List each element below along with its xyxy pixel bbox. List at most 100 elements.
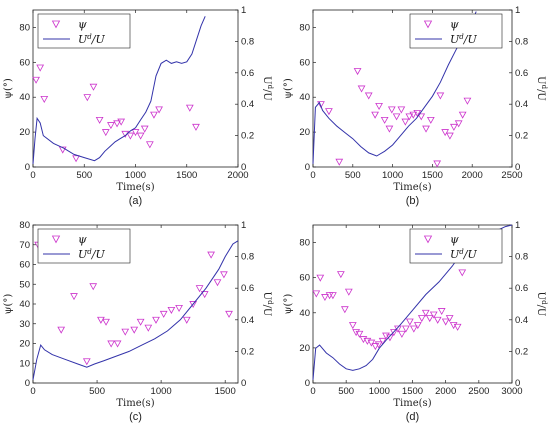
scatter-point	[225, 310, 233, 318]
ud-label: Ud/U	[450, 33, 477, 46]
legend-marker-label: ψ	[78, 233, 87, 246]
scatter-point	[144, 324, 153, 332]
y-left-tick-label: 20	[19, 339, 30, 350]
legend-marker-label: ψ	[450, 233, 459, 246]
scatter-point	[417, 315, 426, 323]
legend-marker-label: ψ	[450, 18, 459, 31]
scatter-point	[131, 129, 140, 137]
y-right-tick-label: 0.2	[515, 131, 528, 142]
y-left-tick-label: 30	[19, 319, 30, 330]
scatter-point	[353, 68, 362, 76]
scatter-point	[453, 323, 462, 331]
legend-marker-icon	[51, 20, 61, 29]
x-tick-label: 0	[310, 170, 315, 181]
y-right-tick-label: 0.4	[241, 315, 254, 326]
scatter-point	[192, 123, 200, 131]
y-left-tick-label: 60	[19, 57, 30, 68]
scatter-point	[145, 141, 154, 149]
scatter-point	[397, 106, 406, 114]
scatter-point	[433, 160, 442, 168]
y-left-tick-label: 0	[305, 378, 310, 389]
scatter-point	[429, 311, 438, 319]
y-right-tick-label: 1	[515, 5, 520, 16]
scatter-point	[136, 132, 145, 140]
scatter-point	[189, 301, 198, 309]
scatter-point	[152, 316, 160, 324]
scatter-point	[458, 269, 467, 277]
y-right-tick-label: 0.6	[515, 68, 528, 79]
legend-box	[37, 228, 131, 264]
scatter-point	[446, 132, 454, 140]
scatter-point	[316, 274, 325, 282]
x-tick-label: 2500	[501, 170, 522, 181]
scatter-point	[126, 132, 135, 140]
x-tick-label: 2000	[227, 170, 248, 181]
legend-box	[409, 228, 503, 264]
y-right-tick-label: 0.8	[515, 252, 528, 263]
scatter-point	[312, 290, 321, 298]
scatter-point	[380, 116, 389, 124]
scatter-point	[385, 125, 394, 133]
scatter-point	[72, 155, 80, 163]
y-left-tick-label: 0	[305, 162, 310, 173]
scatter-point	[107, 122, 115, 130]
subplot-c: 0 500 1000 1500 0 10 20 30 40 50 60 70 80 0 0.2 0.4 0.6 0…	[3, 220, 274, 423]
subplot-a: 0 500 1000 1500 200002040608000.20.40.60.81T…	[3, 5, 274, 207]
scatter-point	[113, 120, 121, 128]
scatter-point	[83, 94, 92, 102]
x-tick-label: 500	[338, 386, 354, 397]
scatter-point	[200, 291, 209, 299]
scatter-point	[336, 271, 345, 279]
scatter-point	[433, 316, 442, 324]
ud-label: Ud/U	[261, 292, 274, 317]
y-right-tick-label: 0.2	[515, 346, 528, 357]
ud-label: Ud/U	[535, 76, 548, 101]
y-right-tick-label: 0.6	[241, 283, 254, 294]
y-right-tick-label: 0.8	[241, 36, 254, 47]
scatter-point	[121, 328, 130, 336]
scatter-point	[390, 329, 398, 337]
y-left-tick-label: 70	[19, 240, 30, 251]
scatter-point	[352, 329, 360, 337]
y-left-tick-label: 40	[19, 299, 30, 310]
scatter-point	[374, 341, 383, 349]
scatter-point	[409, 325, 418, 333]
x-axis-label: Time(s)	[116, 182, 154, 193]
scatter-point	[207, 251, 215, 259]
scatter-point	[97, 316, 105, 324]
y-right-tick-label: 0.8	[241, 252, 254, 263]
x-axis-label: Time(s)	[393, 398, 431, 409]
subplot-caption: (a)	[129, 195, 142, 207]
x-tick-label: 0	[30, 386, 35, 397]
subplot-caption: (d)	[406, 411, 419, 423]
scatter-point	[113, 340, 122, 348]
x-tick-label: 1000	[151, 386, 172, 397]
y-right-tick-label: 0	[515, 162, 520, 173]
scatter-point	[454, 120, 463, 128]
y-right-tick-label: 0	[241, 378, 246, 389]
legend-marker-icon	[423, 235, 433, 244]
ud-label: Ud/U	[535, 292, 548, 317]
y-right-tick-label: 0.8	[515, 36, 528, 47]
y-left-axis-label: ψ(°)	[3, 294, 14, 315]
scatter-point	[441, 318, 450, 326]
plot-frame	[312, 9, 513, 168]
subplot-caption: (b)	[406, 195, 419, 207]
scatter-point	[58, 146, 67, 154]
y-left-axis-label: ψ(°)	[3, 78, 14, 99]
scatter-point	[159, 310, 168, 318]
scatter-point	[185, 104, 194, 112]
y-left-tick-label: 0	[25, 162, 30, 173]
scatter-point	[89, 83, 98, 91]
ud-label: Ud/U	[261, 76, 274, 101]
scatter-point	[220, 271, 228, 279]
x-tick-label: 500	[89, 386, 105, 397]
scatter-point	[117, 118, 126, 126]
x-tick-label: 2000	[435, 386, 456, 397]
scatter-point	[409, 111, 418, 119]
y-left-tick-label: 20	[299, 127, 310, 138]
x-tick-label: 1500	[422, 170, 443, 181]
x-tick-label: 1500	[215, 386, 236, 397]
y-left-axis-label: ψ(°)	[283, 78, 294, 99]
ud-label: Ud/U	[78, 248, 105, 261]
